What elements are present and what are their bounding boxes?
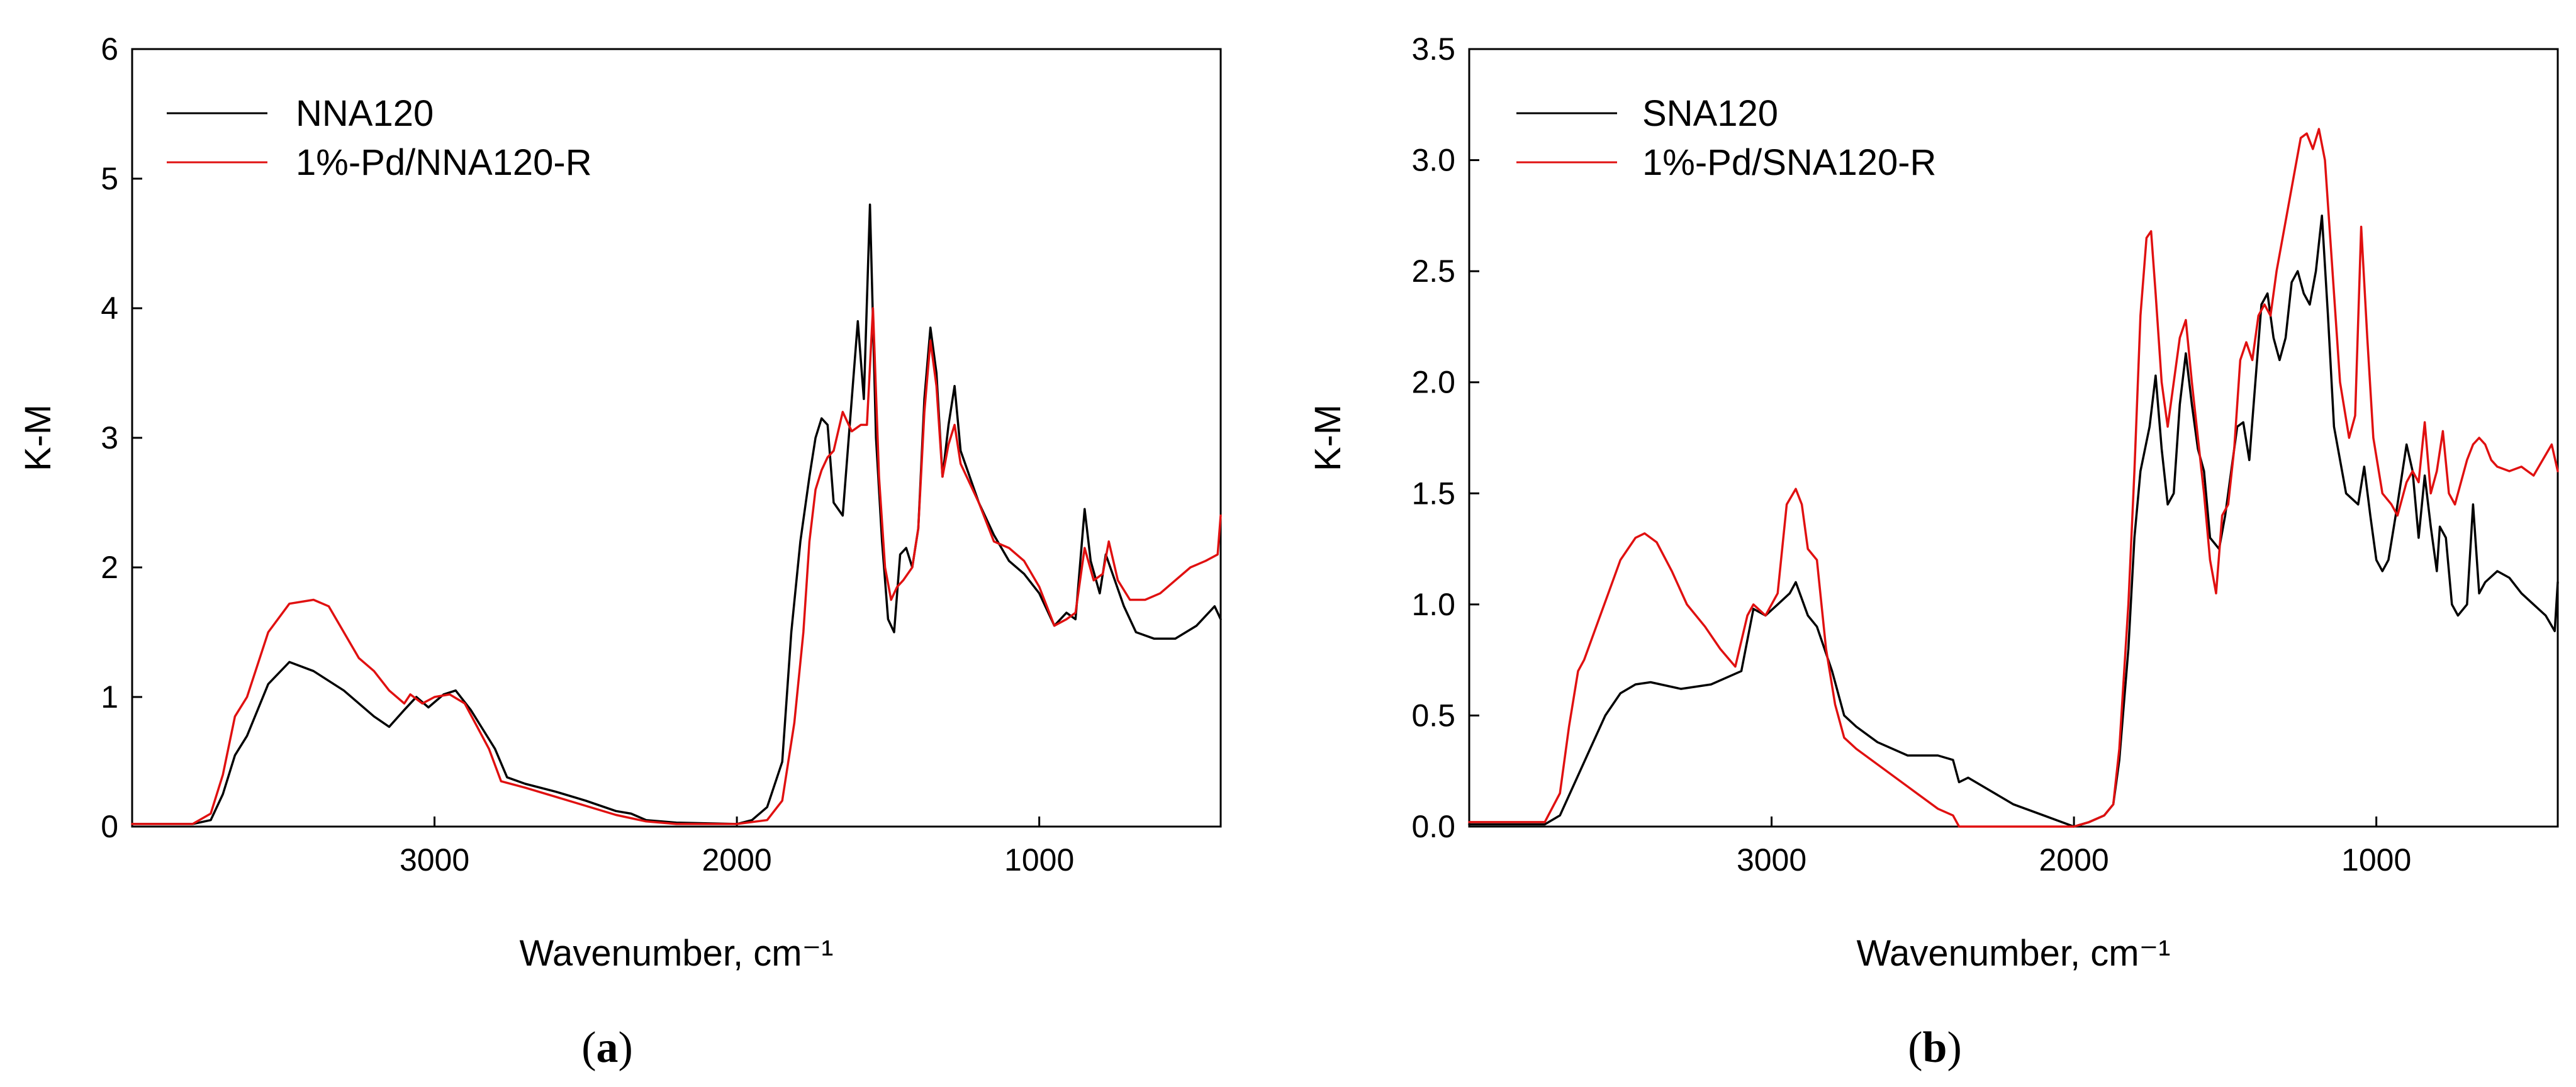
x-tick-label: 3000 [1737,842,1806,878]
legend-label-nna120: NNA120 [296,93,434,134]
legend-label-pd-nna120-r: 1%-Pd/NNA120-R [296,142,592,183]
y-tick-label: 6 [101,31,118,67]
y-tick-label: 4 [101,291,118,326]
y-axis-title-b: K-M [1308,404,1348,471]
y-tick-label: 3.5 [1411,31,1455,67]
series-line-nna120 [131,203,1222,825]
y-tick-label: 2.0 [1411,365,1455,400]
panel-label-a: (a) [581,1023,633,1072]
series-lines-a [131,203,1222,825]
y-tick-label: 0 [101,809,118,844]
series-line-1-pd-sna120-r [1468,128,2559,828]
y-tick-label: 1.0 [1411,587,1455,622]
panel-label-b: (b) [1908,1023,1962,1072]
x-axis-title-a: Wavenumber, cm⁻¹ [519,933,833,974]
x-ticks-b: 3000 2000 1000 [1737,817,2411,878]
series-lines-b [1468,128,2559,828]
y-ticks-b: 0.0 0.5 1.0 1.5 2.0 2.5 3.0 3.5 [1411,31,1479,844]
series-line-1-pd-nna120-r [131,307,1222,825]
y-tick-label: 1.5 [1411,476,1455,511]
legend-label-pd-sna120-r: 1%-Pd/SNA120-R [1642,142,1936,183]
x-tick-label: 2000 [2039,842,2108,878]
y-tick-label: 5 [101,161,118,196]
y-tick-label: 3.0 [1411,143,1455,178]
chart-panel-a: 0 1 2 3 4 5 6 3000 2000 1000 NNA120 1%-Pd/NNA120… [18,31,1222,1072]
x-tick-label: 1000 [1004,842,1074,878]
x-axis-title-b: Wavenumber, cm⁻¹ [1856,933,2170,974]
x-tick-label: 2000 [702,842,771,878]
y-tick-label: 2.5 [1411,254,1455,289]
legend-b: SNA120 1%-Pd/SNA120-R [1516,93,1936,183]
y-tick-label: 0.5 [1411,698,1455,733]
y-axis-title-a: K-M [18,404,59,471]
plot-frame-b [1468,48,2559,828]
legend-label-sna120: SNA120 [1642,93,1778,134]
legend-a: NNA120 1%-Pd/NNA120-R [167,93,592,183]
chart-panel-b: 0.0 0.5 1.0 1.5 2.0 2.5 3.0 3.5 3000 2000 1000 SN… [1308,31,2559,1072]
y-tick-label: 3 [101,420,118,455]
x-tick-label: 3000 [400,842,469,878]
series-line-sna120 [1468,215,2559,828]
y-ticks-a: 0 1 2 3 4 5 6 [101,31,142,844]
y-tick-label: 2 [101,550,118,585]
y-tick-label: 1 [101,679,118,715]
y-tick-label: 0.0 [1411,809,1455,844]
x-tick-label: 1000 [2341,842,2411,878]
